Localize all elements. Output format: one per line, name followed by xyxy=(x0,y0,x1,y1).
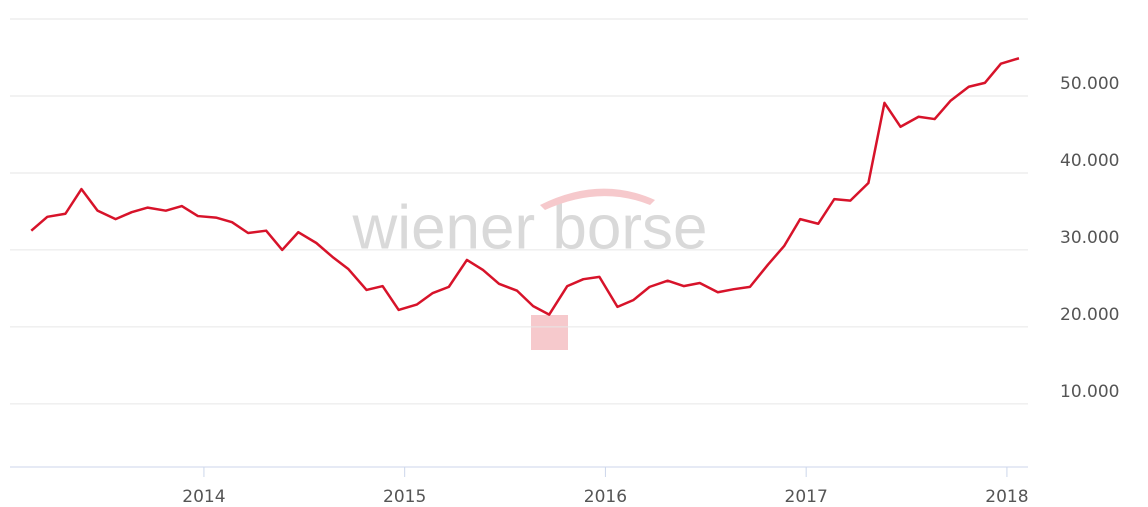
x-tick-label: 2014 xyxy=(182,487,225,507)
watermark-swoosh xyxy=(540,188,655,210)
line-series xyxy=(30,57,1020,316)
watermark: wiener borse xyxy=(352,193,708,262)
y-tick-label: 10.000 xyxy=(1060,382,1119,402)
x-tick-label: 2017 xyxy=(785,487,828,507)
y-tick-label: 30.000 xyxy=(1060,228,1119,248)
x-tick-label: 2018 xyxy=(985,487,1028,507)
watermark-square xyxy=(531,315,568,350)
y-tick-label: 20.000 xyxy=(1060,305,1119,325)
y-tick-label: 40.000 xyxy=(1060,151,1119,171)
x-tick-label: 2016 xyxy=(584,487,627,507)
y-tick-label: 50.000 xyxy=(1060,74,1119,94)
x-tick-label: 2015 xyxy=(383,487,426,507)
